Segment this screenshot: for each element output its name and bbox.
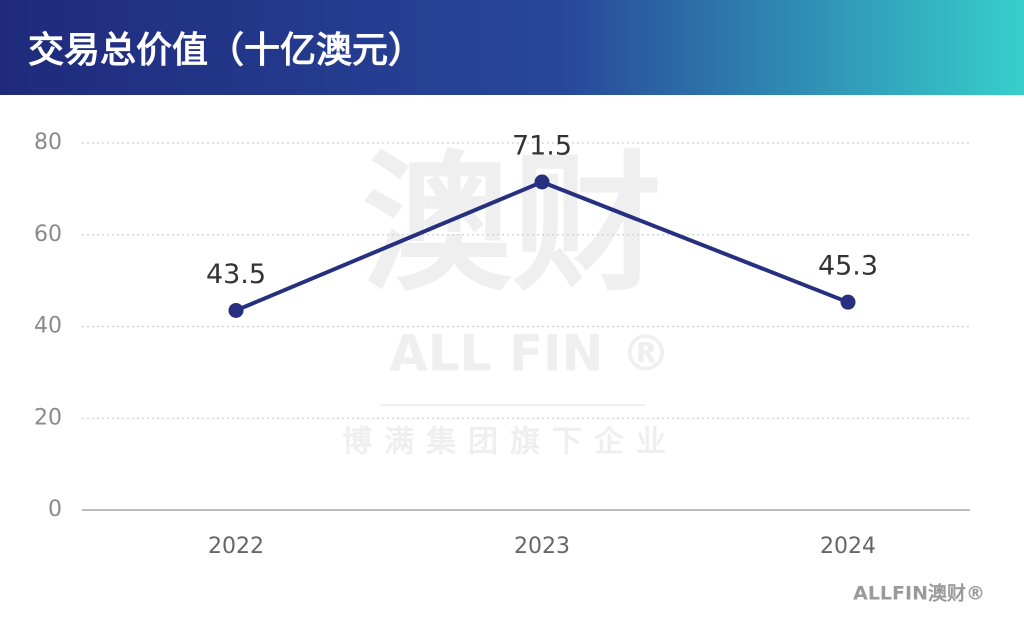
x-tick-label: 2024 [820, 534, 876, 559]
chart-title: 交易总价值（十亿澳元） [28, 29, 424, 71]
y-tick-label: 60 [34, 222, 62, 247]
point [228, 302, 244, 318]
y-tick-label: 80 [34, 130, 62, 155]
y-tick-label: 40 [34, 314, 62, 339]
watermark: 澳财 [362, 138, 662, 312]
x-tick-label: 2022 [208, 534, 264, 559]
data-label: 71.5 [512, 130, 572, 161]
watermark-brand: ALL FIN ® [389, 325, 671, 383]
watermark-tagline: 博满集团旗下企业 [342, 425, 678, 460]
point [840, 294, 856, 310]
data-label: 43.5 [206, 259, 266, 290]
y-tick-label: 0 [48, 497, 62, 522]
y-tick-label: 20 [34, 405, 62, 430]
header-band [0, 0, 1024, 95]
data-label: 45.3 [818, 251, 878, 282]
logo: ALLFIN澳财® [853, 582, 985, 605]
x-tick-label: 2023 [514, 534, 570, 559]
point [534, 174, 550, 190]
